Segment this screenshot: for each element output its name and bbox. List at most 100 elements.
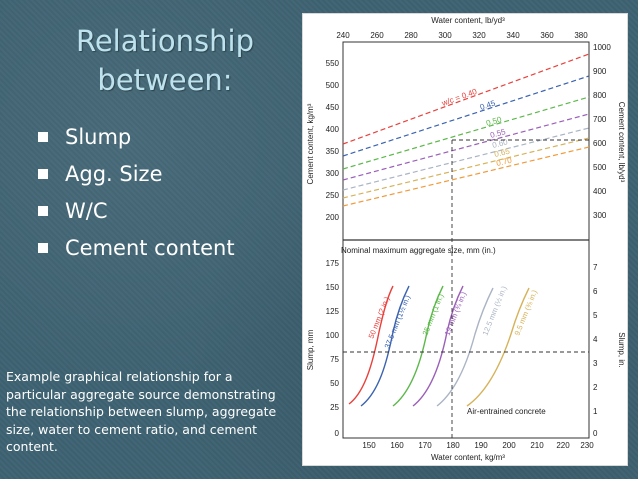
right-lower-tick-label: 5	[593, 311, 598, 320]
reference-lines	[343, 139, 589, 438]
bottom-tick-label: 220	[556, 441, 570, 450]
right-lower-tick-label: 4	[593, 335, 598, 344]
bottom-axis-ticks: 150 160 170 180 190 200 210 220 230	[362, 441, 594, 450]
wc-line-0-65	[342, 137, 590, 199]
wc-line-0-60	[342, 127, 590, 191]
wc-label: 0.55	[489, 127, 507, 140]
left-lower-tick-label: 25	[330, 403, 339, 412]
slump-curve-12-5mm	[436, 287, 494, 407]
slump-curve-label: 25 mm (1 in.)	[421, 292, 446, 337]
wc-label: 0.70	[495, 156, 513, 168]
slump-curve-37-5mm	[360, 285, 410, 407]
right-lower-tick-label: 6	[593, 287, 598, 296]
right-lower-tick-label: 1	[593, 407, 598, 416]
wc-line-0-70	[342, 146, 590, 207]
right-upper-tick-label: 1000	[593, 43, 611, 52]
wc-label: 0.60	[491, 137, 509, 150]
right-lower-tick-label: 7	[593, 263, 598, 272]
left-lower-tick-label: 150	[326, 283, 340, 292]
slump-curve-labels: 50 mm (2 in.) 37.5 mm (1½ in.) 25 mm (1 …	[367, 284, 540, 350]
wc-line-0-55	[342, 113, 590, 181]
bottom-axis-label: Water content, kg/m³	[431, 453, 505, 462]
left-lower-tick-label: 100	[326, 331, 340, 340]
top-axis-label: Water content, lb/yd³	[431, 16, 505, 25]
bottom-tick-label: 170	[418, 441, 432, 450]
slide-title-line-2: between:	[97, 63, 233, 97]
right-lower-tick-label: 2	[593, 383, 598, 392]
top-tick-label: 320	[472, 31, 486, 40]
left-upper-axis-label: Cement content, kg/m³	[306, 103, 315, 184]
right-upper-ticks: 1000 900 800 700 600 500 400 300	[593, 43, 611, 220]
wc-label: w/c = 0.40	[440, 87, 479, 109]
top-tick-label: 360	[540, 31, 554, 40]
bottom-tick-label: 230	[580, 441, 594, 450]
bottom-tick-label: 160	[390, 441, 404, 450]
slide-title-line-1: Relationship	[75, 24, 255, 58]
slump-curve-19mm	[412, 285, 464, 407]
left-lower-axis-label: Slump, mm	[306, 329, 315, 370]
left-upper-tick-label: 200	[326, 213, 340, 222]
top-tick-label: 280	[404, 31, 418, 40]
slump-curves	[348, 285, 530, 407]
left-lower-tick-label: 50	[330, 379, 339, 388]
bottom-tick-label: 200	[502, 441, 516, 450]
right-upper-tick-label: 500	[593, 163, 607, 172]
left-lower-tick-label: 125	[326, 307, 340, 316]
slump-curve-label: 19 mm (¾ in.)	[443, 290, 469, 337]
right-upper-tick-label: 600	[593, 139, 607, 148]
top-tick-label: 300	[438, 31, 452, 40]
right-lower-ticks: 7 6 5 4 3 2 1 0	[593, 263, 598, 438]
right-upper-tick-label: 900	[593, 67, 607, 76]
right-upper-tick-label: 400	[593, 187, 607, 196]
left-lower-ticks: 175 150 125 100 75 50 25 0	[326, 259, 340, 438]
wc-label: 0.45	[479, 98, 497, 112]
left-lower-tick-label: 75	[330, 355, 339, 364]
top-tick-label: 260	[370, 31, 384, 40]
slump-curve-25mm	[392, 285, 444, 407]
top-tick-label: 240	[336, 31, 350, 40]
bullet-item-slump: Slump	[38, 118, 235, 155]
section-label: Nominal maximum aggregate size, mm (in.)	[341, 246, 496, 255]
wc-line-0-50	[342, 96, 590, 170]
chart-svg: Water content, lb/yd³ Water content, kg/…	[306, 16, 626, 462]
right-lower-tick-label: 3	[593, 359, 598, 368]
bullet-text: Agg. Size	[65, 161, 163, 186]
square-bullet-icon	[38, 131, 48, 142]
bullet-item-cement-content: Cement content	[38, 229, 235, 266]
chart-figure: Water content, lb/yd³ Water content, kg/…	[302, 13, 628, 466]
slide-title: Relationship between:	[40, 22, 290, 100]
left-upper-ticks: 550 500 450 400 350 300 250 200	[326, 59, 340, 222]
bottom-tick-label: 180	[446, 441, 460, 450]
left-upper-tick-label: 250	[326, 191, 340, 200]
slump-curve-9-5mm	[466, 287, 530, 407]
bullet-text: W/C	[65, 198, 108, 223]
left-upper-tick-label: 500	[326, 81, 340, 90]
left-upper-tick-label: 350	[326, 147, 340, 156]
bullet-list: Slump Agg. Size W/C Cement content	[38, 118, 235, 266]
left-upper-tick-label: 450	[326, 103, 340, 112]
right-upper-tick-label: 800	[593, 91, 607, 100]
left-lower-tick-label: 175	[326, 259, 340, 268]
wc-lines	[342, 53, 590, 207]
wc-label: 0.50	[485, 115, 503, 128]
bottom-tick-label: 210	[530, 441, 544, 450]
bullet-item-wc: W/C	[38, 192, 235, 229]
bullet-text: Slump	[65, 124, 132, 149]
right-upper-tick-label: 700	[593, 115, 607, 124]
square-bullet-icon	[38, 242, 48, 253]
bottom-tick-label: 190	[474, 441, 488, 450]
bullet-item-agg-size: Agg. Size	[38, 155, 235, 192]
left-lower-tick-label: 0	[335, 429, 340, 438]
bullet-text: Cement content	[65, 235, 235, 260]
wc-line-0-45	[342, 75, 590, 157]
wc-labels: w/c = 0.40 0.45 0.50 0.55 0.60 0.65 0.70	[440, 87, 513, 168]
top-axis-ticks: 240 260 280 300 320 340 360 380	[336, 31, 588, 40]
right-lower-axis-label: Slump, in.	[617, 332, 626, 368]
right-lower-tick-label: 0	[593, 429, 598, 438]
square-bullet-icon	[38, 168, 48, 179]
right-upper-tick-label: 300	[593, 211, 607, 220]
wc-label: 0.65	[493, 147, 511, 159]
slump-curve-label: 12.5 mm (½ in.)	[481, 284, 509, 337]
right-upper-axis-label: Cement content, lb/yd³	[617, 102, 626, 183]
slump-curve-50mm	[348, 285, 394, 405]
